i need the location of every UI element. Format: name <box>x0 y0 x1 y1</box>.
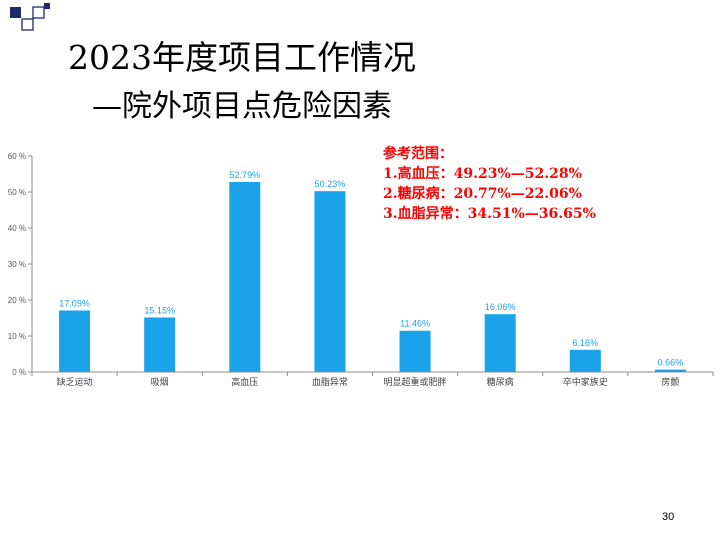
bar <box>399 330 431 372</box>
deco-square-outline <box>32 6 45 19</box>
category-label: 吸烟 <box>151 376 169 388</box>
category-label: 糖尿病 <box>487 376 514 388</box>
corner-decoration <box>10 3 50 31</box>
category-label: 缺乏运动 <box>57 376 93 388</box>
risk-factor-bar-chart: 0 % 10 % 20 % 30 % 40 % 50 % 60 % 17.09% 缺乏运动 15.… <box>8 152 714 388</box>
category-label: 卒中家族史 <box>563 376 608 388</box>
bar <box>654 369 686 372</box>
bar <box>59 310 91 372</box>
reference-heading: 参考范围： <box>383 146 453 162</box>
y-tick-label: 50 % <box>8 188 26 197</box>
value-label: 17.09% <box>59 298 90 308</box>
deco-square-small <box>44 3 50 9</box>
value-label: 15.15% <box>144 305 175 315</box>
reference-line: 1.高血压：49.23%—52.28% <box>383 166 582 182</box>
y-tick-label: 30 % <box>8 260 26 269</box>
bar <box>569 349 601 372</box>
slide-title: 2023年度项目工作情况 <box>68 38 416 77</box>
y-tick-label: 0 % <box>12 368 26 377</box>
category-label: 明显超重或肥胖 <box>384 376 447 388</box>
deco-square-dark <box>10 7 21 18</box>
value-label: 6.16% <box>573 338 599 348</box>
y-tick-label: 20 % <box>8 296 26 305</box>
slide-subtitle: —院外项目点危险因素 <box>92 89 392 124</box>
y-tick-label: 40 % <box>8 224 26 233</box>
value-label: 0.66% <box>658 358 684 368</box>
value-label: 11.46% <box>400 319 430 329</box>
bar <box>229 181 261 372</box>
y-tick-label: 10 % <box>8 332 26 341</box>
bar <box>484 314 516 372</box>
category-label: 高血压 <box>231 376 258 388</box>
page-number: 30 <box>662 511 675 523</box>
reference-line: 3.血脂异常：34.51%—36.65% <box>383 206 596 222</box>
reference-ranges: 参考范围： 1.高血压：49.23%—52.28% 2.糖尿病：20.77%—2… <box>383 144 596 224</box>
reference-line: 2.糖尿病：20.77%—22.06% <box>383 186 582 202</box>
bar <box>144 317 176 372</box>
deco-square-outline <box>21 18 34 31</box>
value-label: 52.79% <box>230 170 261 180</box>
bar <box>314 191 346 372</box>
category-label: 血脂异常 <box>312 376 348 388</box>
category-label: 房颤 <box>661 376 679 388</box>
value-label: 50.23% <box>315 179 346 189</box>
y-tick-label: 60 % <box>8 152 26 161</box>
value-label: 16.06% <box>485 302 516 312</box>
